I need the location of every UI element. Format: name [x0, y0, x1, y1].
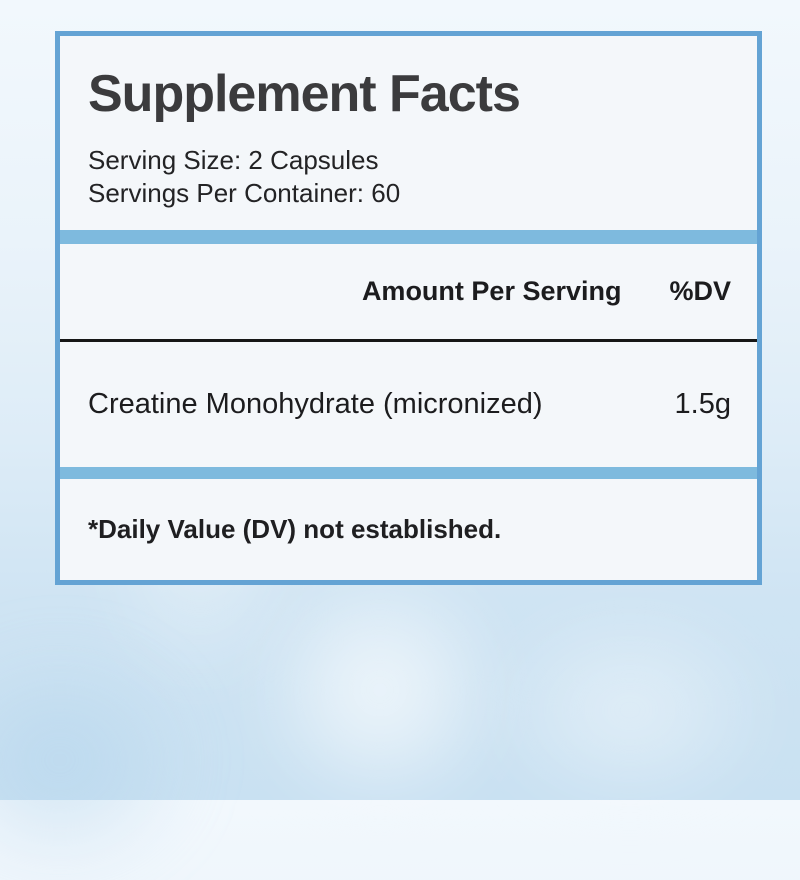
- amount-per-serving-header: Amount Per Serving: [361, 276, 622, 306]
- servings-per-container-text: Servings Per Container: 60: [88, 178, 401, 208]
- nutrient-name: Creatine Monohydrate (micronized): [88, 388, 543, 420]
- background-blur-shape: [0, 640, 200, 880]
- supplement-facts-panel: Supplement Facts Serving Size: 2 Capsule…: [55, 31, 762, 585]
- serving-info: Serving Size: 2 Capsules Servings Per Co…: [88, 144, 757, 210]
- background-blur-shape: [480, 600, 780, 820]
- nutrient-amount: 1.5g: [674, 388, 731, 420]
- black-divider: [60, 339, 757, 342]
- table-header-row: Amount Per Serving %DV: [60, 244, 757, 339]
- blue-divider-bottom: [60, 467, 757, 479]
- supplement-facts-title: Supplement Facts: [88, 65, 521, 123]
- daily-value-footnote: *Daily Value (DV) not established.: [88, 514, 502, 544]
- supplement-facts-content: Supplement Facts Serving Size: 2 Capsule…: [60, 36, 757, 580]
- percent-dv-header: %DV: [669, 276, 731, 306]
- background-blur-shape: [250, 560, 510, 820]
- footnote-row: *Daily Value (DV) not established.: [60, 479, 757, 580]
- table-row: Creatine Monohydrate (micronized) 1.5g: [60, 342, 757, 467]
- serving-size-text: Serving Size: 2 Capsules: [88, 145, 379, 175]
- blue-divider-top: [60, 230, 757, 244]
